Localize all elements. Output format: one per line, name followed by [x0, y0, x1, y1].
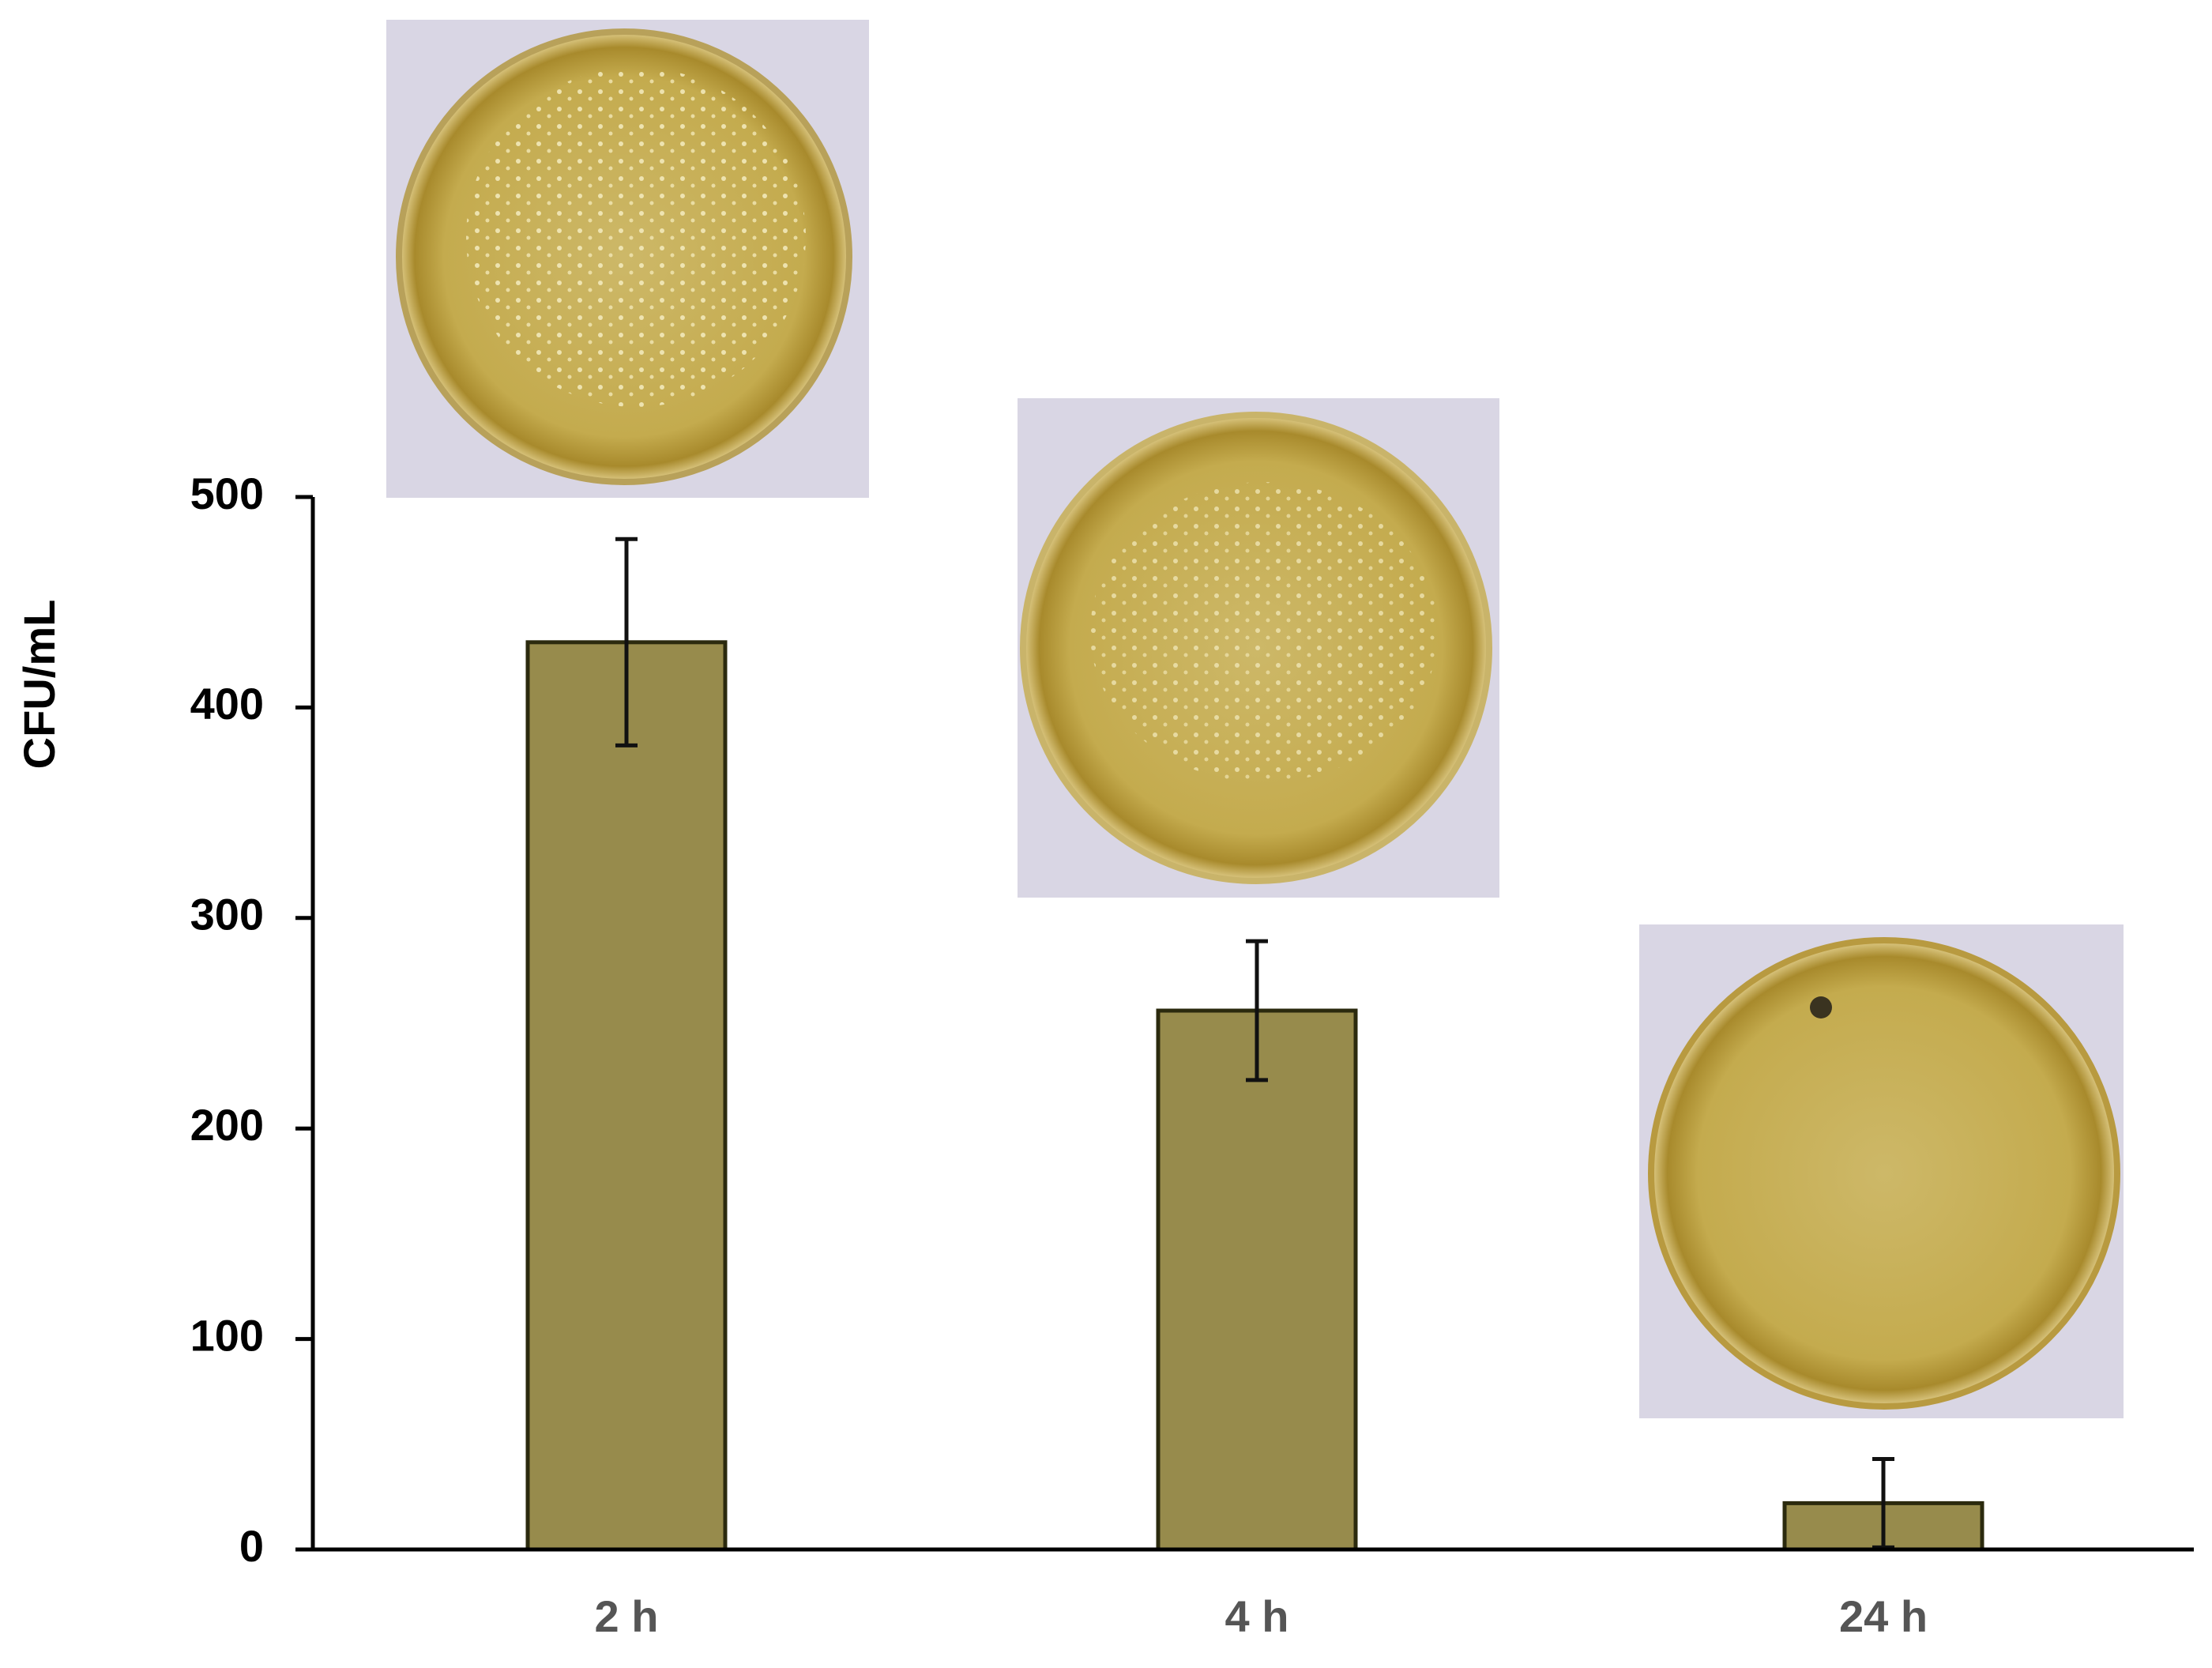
- plate-photo-3: [1639, 924, 2124, 1418]
- bar: [1156, 1008, 1358, 1552]
- y-tick-label: 100: [190, 1310, 264, 1360]
- bar: [525, 640, 728, 1552]
- plate-photo-1: [386, 20, 869, 498]
- x-tick-label: 4 h: [1225, 1591, 1289, 1641]
- y-tick-label: 400: [190, 679, 264, 729]
- y-tick-label: 200: [190, 1100, 264, 1150]
- y-tick-label: 0: [239, 1521, 264, 1571]
- y-tick-label: 500: [190, 469, 264, 518]
- x-tick-label: 24 h: [1839, 1591, 1928, 1641]
- plate-photo-2: [1018, 398, 1499, 898]
- y-axis-label: CFU/mL: [14, 600, 64, 770]
- y-tick-label: 300: [190, 890, 264, 939]
- x-tick-label: 2 h: [595, 1591, 659, 1641]
